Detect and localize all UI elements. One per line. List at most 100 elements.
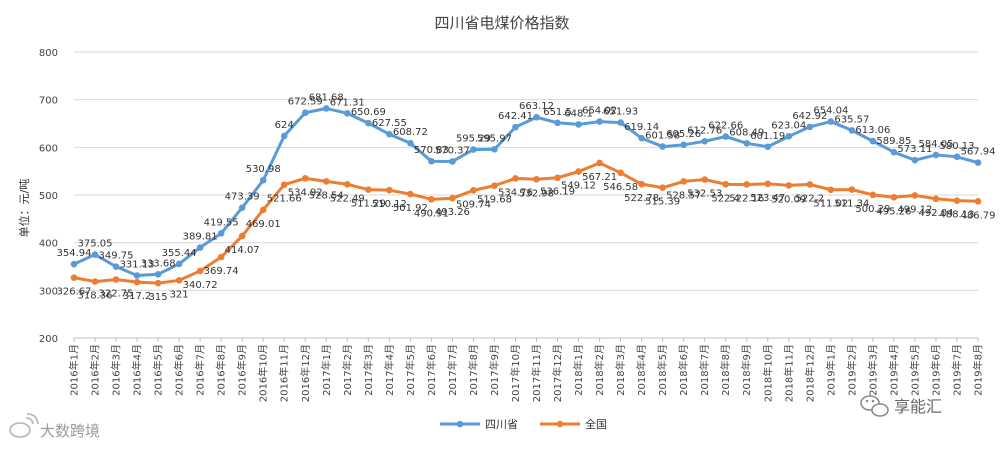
data-point (175, 277, 183, 284)
data-label: 536.19 (540, 187, 575, 198)
y-tick-label: 500 (39, 191, 58, 202)
data-point (512, 123, 519, 131)
data-label: 672.59 (288, 97, 323, 108)
data-point (322, 178, 330, 185)
data-label: 534.76 (498, 187, 533, 198)
data-point (428, 196, 435, 203)
data-point (365, 186, 372, 193)
x-tick-label: 2016年7月 (194, 344, 207, 396)
data-point (196, 244, 204, 251)
data-label: 654.02 (582, 106, 617, 117)
data-label: 509.74 (456, 199, 491, 210)
data-label: 469.01 (246, 219, 281, 230)
data-point (722, 181, 730, 188)
watermark-right-text: 享能汇 (894, 397, 942, 416)
x-tick-label: 2017年9月 (488, 344, 501, 396)
x-tick-label: 2016年1月 (68, 344, 81, 396)
data-label: 580.13 (939, 141, 974, 152)
data-point (722, 133, 730, 140)
x-tick-label: 2018年5月 (656, 344, 669, 396)
x-tick-label: 2016年10月 (257, 344, 270, 402)
data-point (617, 169, 624, 177)
data-label: 528.54 (309, 190, 344, 201)
data-point (70, 260, 78, 268)
data-label: 608.49 (729, 127, 764, 138)
series-lines (73, 106, 979, 285)
x-tick-label: 2019年4月 (887, 344, 900, 396)
data-point (575, 121, 582, 128)
data-point (554, 119, 561, 127)
data-point (407, 139, 414, 147)
x-tick-label: 2017年7月 (446, 344, 459, 396)
data-point (932, 195, 940, 203)
y-tick-label: 400 (39, 239, 58, 250)
data-point (491, 145, 498, 153)
data-label: 671.31 (330, 97, 365, 108)
x-tick-label: 2017年4月 (383, 344, 396, 396)
x-tick-label: 2018年6月 (677, 344, 690, 396)
data-point (596, 118, 603, 125)
legend-marker (456, 420, 464, 428)
x-tick-label: 2018年1月 (572, 344, 585, 396)
data-point (764, 180, 772, 188)
data-point (386, 186, 393, 194)
data-point (659, 143, 666, 150)
x-tick-label: 2017年6月 (425, 344, 438, 396)
data-label: 532.98 (519, 188, 554, 199)
y-tick-label: 200 (39, 334, 58, 345)
data-label: 522.16 (729, 193, 764, 204)
x-tick-label: 2016年8月 (215, 344, 228, 396)
data-label: 642.92 (792, 111, 827, 122)
series-line (73, 161, 979, 285)
data-label: 627.55 (372, 118, 407, 129)
x-tick-label: 2018年12月 (803, 344, 816, 402)
data-point (869, 191, 877, 199)
data-point (407, 190, 414, 198)
x-tick-label: 2017年10月 (509, 344, 522, 402)
x-tick-label: 2016年9月 (236, 344, 249, 396)
x-tick-label: 2018年4月 (635, 344, 648, 396)
gridlines (74, 51, 978, 339)
x-tick-label: 2018年10月 (761, 344, 774, 402)
x-tick-label: 2017年12月 (551, 344, 564, 402)
watermark-right: 享能汇 (860, 395, 942, 417)
data-point (911, 192, 919, 199)
data-label: 534.92 (288, 187, 323, 198)
data-label: 589.85 (876, 136, 911, 147)
x-tick-label: 2017年2月 (341, 344, 354, 396)
data-point (217, 230, 225, 237)
data-point (617, 119, 624, 126)
data-point (428, 157, 435, 165)
data-point (259, 206, 267, 214)
data-point (386, 130, 393, 138)
data-label: 605.26 (666, 129, 701, 140)
data-point (344, 110, 351, 117)
legend-label: 四川省 (485, 418, 518, 431)
data-label: 321 (170, 289, 189, 300)
legend-label: 全国 (585, 417, 607, 431)
data-point (449, 194, 456, 202)
data-point (806, 123, 814, 131)
data-point (701, 137, 708, 145)
data-point (974, 197, 982, 205)
x-tick-label: 2019年3月 (866, 344, 879, 396)
data-label: 651.93 (603, 107, 638, 118)
data-label: 501.92 (393, 203, 428, 214)
data-label: 648.1 (564, 108, 593, 119)
data-label: 315 (149, 292, 168, 303)
data-label: 612.76 (687, 125, 722, 136)
data-point (638, 180, 645, 188)
data-label: 519.68 (477, 195, 512, 206)
data-label: 492.04 (918, 208, 953, 219)
data-point (701, 176, 708, 183)
data-point (112, 276, 120, 283)
x-tick-label: 2016年5月 (152, 344, 165, 396)
data-point (638, 134, 645, 142)
data-point (154, 270, 162, 278)
data-label: 570.37 (435, 145, 470, 156)
data-point (344, 180, 351, 188)
watermark-left: 大数跨境 (9, 413, 100, 440)
data-point (890, 148, 898, 156)
data-point (974, 159, 982, 166)
data-point (238, 232, 246, 240)
